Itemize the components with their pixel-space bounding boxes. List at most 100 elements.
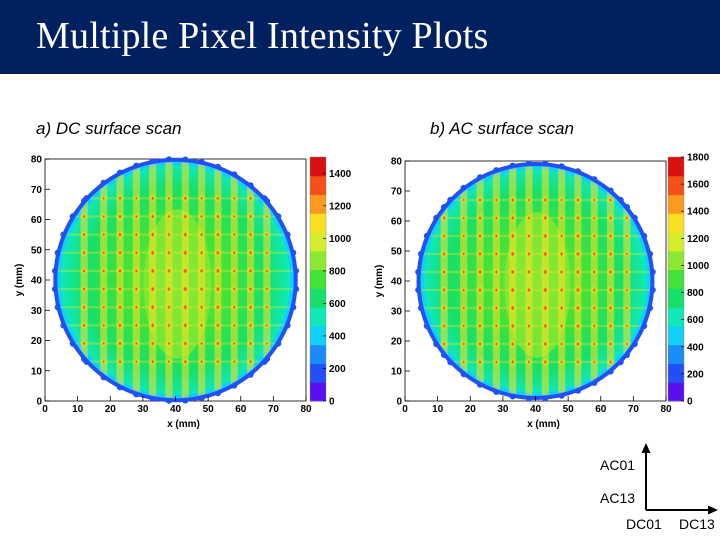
colorbar-tick-label: 400 <box>687 342 704 353</box>
colorbar-band <box>668 175 684 196</box>
colorbar-band <box>310 307 326 327</box>
pixel-hotspot <box>198 285 205 294</box>
pixel-hotspot <box>181 212 189 221</box>
edge-lobe <box>69 340 77 347</box>
colorbar-band <box>668 269 684 289</box>
pixel-column-stripe <box>623 166 631 396</box>
pixel-row-stripe <box>57 324 294 327</box>
pixel-hotspot <box>558 250 565 258</box>
pixel-hotspot <box>509 249 517 259</box>
pixel-hotspot <box>574 321 582 331</box>
pixel-hotspot <box>591 340 597 348</box>
x-tick-label: 50 <box>563 404 575 415</box>
colorbar-tick-label: 600 <box>687 315 704 326</box>
colorbar-tick-label: 800 <box>687 288 704 299</box>
edge-lobe <box>591 176 598 183</box>
pixel-hotspot <box>624 214 630 222</box>
pixel-hotspot <box>149 230 157 240</box>
pixel-hotspot <box>607 321 614 331</box>
colorbar-band <box>668 344 684 364</box>
pixel-hotspot <box>148 284 157 295</box>
pixel-hotspot <box>81 230 88 239</box>
pixel-hotspot <box>493 286 500 294</box>
pixel-hotspot <box>493 268 500 276</box>
colorbar-band <box>310 175 326 196</box>
pixel-column-stripe <box>246 162 255 398</box>
pixel-row-stripe <box>421 342 650 346</box>
pixel-hotspot <box>541 339 549 349</box>
pixel-hotspot <box>148 302 157 313</box>
pixel-hotspot <box>476 267 484 277</box>
pixel-hotspot <box>574 339 582 349</box>
edge-lobe <box>149 395 156 402</box>
pixel-hotspot <box>148 247 157 258</box>
y-tick-label: 20 <box>391 337 403 348</box>
pixel-hotspot <box>116 212 124 221</box>
pixel-hotspot <box>166 321 172 330</box>
pixel-hotspot <box>199 194 205 202</box>
pixel-column-stripe <box>181 162 189 398</box>
label-ac13: AC13 <box>600 490 636 506</box>
pixel-hotspot <box>117 194 124 203</box>
pixel-hotspot <box>247 248 254 257</box>
colorbar-tick-label: 800 <box>329 266 346 277</box>
pixel-hotspot <box>231 213 237 220</box>
pixel-hotspot <box>101 358 107 365</box>
pixel-hotspot <box>214 284 222 294</box>
pixel-hotspot <box>214 320 222 330</box>
pixel-hotspot <box>558 340 565 348</box>
pixel-hotspot <box>624 340 630 348</box>
pixel-hotspot <box>264 340 270 347</box>
pixel-hotspot <box>116 302 124 312</box>
pixel-hotspot <box>214 302 222 312</box>
pixel-column-stripe <box>440 166 448 396</box>
slide-title: Multiple Pixel Intensity Plots <box>36 15 489 57</box>
pixel-hotspot <box>181 320 189 331</box>
pixel-hotspot <box>493 358 499 366</box>
colorbar-band <box>668 250 684 271</box>
pixel-row-stripe <box>421 306 650 310</box>
edge-lobe <box>617 196 624 204</box>
pixel-hotspot <box>509 357 516 367</box>
right-arrow-icon <box>708 505 718 515</box>
pixel-hotspot <box>165 248 173 257</box>
pixel-hotspot <box>247 194 254 203</box>
pixel-hotspot <box>247 212 254 221</box>
pixel-hotspot <box>574 285 582 295</box>
pixel-hotspot <box>198 230 205 239</box>
colorbar-band <box>668 232 684 252</box>
edge-lobe <box>493 388 500 395</box>
pixel-hotspot <box>165 284 173 294</box>
pixel-row-stripe <box>421 288 650 292</box>
edge-lobe <box>284 231 291 238</box>
edge-lobe <box>447 358 454 366</box>
pixel-hotspot <box>525 267 533 277</box>
y-axis-label: y (mm) <box>14 264 25 297</box>
pixel-hotspot <box>461 232 467 240</box>
colorbar-tick-label: 1600 <box>687 180 710 191</box>
pixel-hotspot <box>461 286 467 294</box>
x-tick-label: 60 <box>595 404 607 415</box>
pixel-hotspot <box>231 195 237 202</box>
pixel-hotspot <box>493 232 500 240</box>
pixel-hotspot <box>461 196 467 204</box>
pixel-hotspot <box>198 212 205 221</box>
pixel-row-stripe <box>421 216 650 220</box>
pixel-hotspot <box>476 339 484 349</box>
label-dc01: DC01 <box>626 516 662 532</box>
axis-arrows <box>641 443 718 515</box>
colorbar-tick-label: 1200 <box>687 234 710 245</box>
pixel-hotspot <box>476 213 484 223</box>
pixel-hotspot <box>508 285 517 295</box>
pixel-row-stripe <box>421 234 650 238</box>
edge-lobe <box>60 322 67 329</box>
pixel-hotspot <box>199 358 205 366</box>
edge-lobe <box>460 184 467 192</box>
pixel-hotspot <box>461 340 467 348</box>
pixel-hotspot <box>558 322 565 330</box>
pixel-row-stripe <box>421 270 650 274</box>
pixel-hotspot <box>247 284 254 294</box>
pixel-hotspot <box>247 339 254 348</box>
pixel-hotspot <box>214 230 222 240</box>
